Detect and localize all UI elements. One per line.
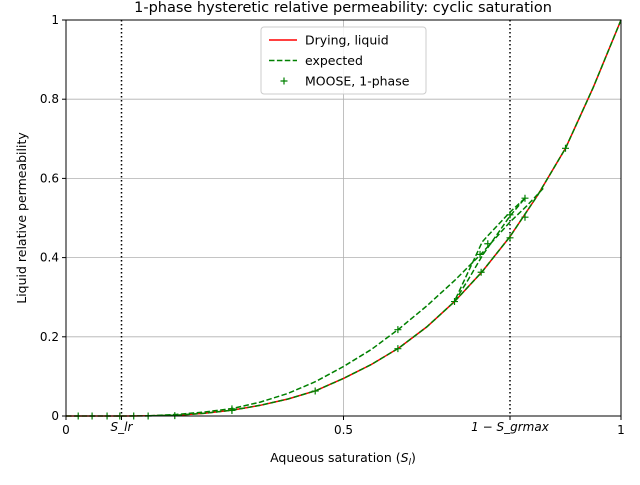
x-axis-label: Aqueous saturation (Sl) <box>270 450 416 468</box>
y-tick-label: 0 <box>51 409 59 423</box>
y-tick-label: 0.8 <box>40 92 59 106</box>
x-tick-label: 0 <box>62 423 70 437</box>
x-tick-label-s-lr: S_lr <box>111 420 134 434</box>
data-point <box>521 213 529 221</box>
data-point <box>476 250 484 258</box>
x-tick-label: 0.5 <box>334 423 353 437</box>
data-point <box>521 194 529 202</box>
legend-box <box>260 26 427 95</box>
data-point <box>451 298 458 306</box>
y-axis-label: Liquid relative permeability <box>14 132 29 304</box>
legend-label: MOOSE, 1-phase <box>305 74 410 89</box>
data-point <box>562 144 569 152</box>
data-point <box>228 406 236 414</box>
series-line <box>453 197 526 302</box>
x-tick-label-1-minus-s-grmax: 1 − S_grmax <box>471 420 550 434</box>
data-point <box>484 240 492 248</box>
data-point <box>506 234 514 242</box>
y-tick-label: 0.6 <box>40 171 59 185</box>
series-line <box>453 197 526 302</box>
data-point <box>394 326 402 334</box>
series-line <box>149 187 544 417</box>
y-tick-label: 0.2 <box>40 330 59 344</box>
ticks: 0 0.2 0.4 0.6 0.8 1 <box>40 13 622 423</box>
legend-marker <box>280 77 288 85</box>
series-line <box>66 19 622 417</box>
y-tick-label: 1 <box>51 13 59 27</box>
y-tick-label: 0.4 <box>40 251 59 265</box>
x-tick-label: 1 <box>617 423 625 437</box>
legend-label: Drying, liquid <box>305 33 389 48</box>
x-tick-labels: 0 S_lr 0.5 1 − S_grmax 1 <box>62 420 625 437</box>
legend-label: expected <box>305 53 363 68</box>
data-point <box>506 211 514 219</box>
legend: Drying, liquid expected MOOSE, 1-phase <box>260 26 427 95</box>
data-point <box>311 387 319 395</box>
chart-title: 1-phase hysteretic relative permeability… <box>134 0 552 16</box>
data-point <box>394 345 402 353</box>
data-point <box>477 268 485 276</box>
